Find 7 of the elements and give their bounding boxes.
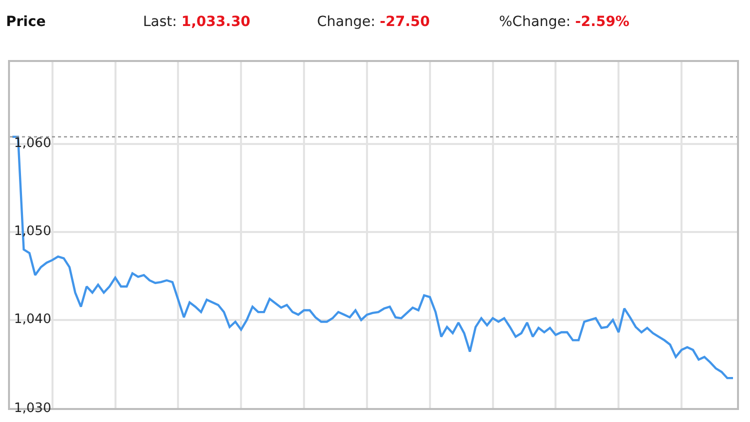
text: Last: 1,033.30 [143, 14, 251, 30]
chart-title: Price [6, 14, 46, 30]
y-tick-label: 1,030 [14, 401, 52, 416]
line-series [11, 136, 734, 380]
y-tick-label: 1,040 [14, 312, 52, 327]
text: Change: -27.50 [317, 14, 430, 30]
text: %Change: -2.59% [499, 14, 630, 30]
